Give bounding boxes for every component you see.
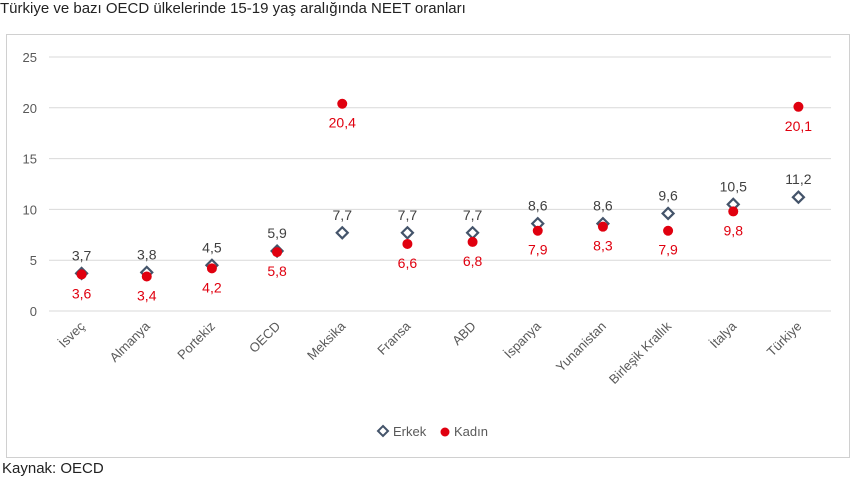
kadin-point <box>272 247 283 258</box>
kadin-point <box>467 236 478 247</box>
kadin-data-label: 20,1 <box>785 118 812 134</box>
erkek-data-label: 5,9 <box>267 225 287 241</box>
kadin-data-label: 3,4 <box>137 287 157 303</box>
erkek-point <box>335 225 350 240</box>
y-tick-label: 0 <box>30 304 37 319</box>
kadin-data-label: 6,6 <box>398 255 418 271</box>
x-tick-label: İsveç <box>56 318 88 350</box>
x-tick-label: Meksika <box>304 318 349 363</box>
kadin-data-label: 6,8 <box>463 253 483 269</box>
kadin-data-label: 4,2 <box>202 279 222 295</box>
x-tick-label: ABD <box>449 319 479 349</box>
erkek-point <box>400 225 415 240</box>
kadin-point <box>793 101 804 112</box>
kadin-point <box>597 221 608 232</box>
kadin-data-label: 20,4 <box>329 115 356 131</box>
kadin-point <box>337 98 348 109</box>
y-tick-label: 20 <box>23 101 37 116</box>
kadin-data-label: 8,3 <box>593 238 613 254</box>
x-tick-label: İspanya <box>501 318 544 361</box>
x-tick-label: OECD <box>246 319 283 356</box>
erkek-data-label: 4,5 <box>202 239 222 255</box>
erkek-data-label: 8,6 <box>528 198 548 214</box>
x-tick-label: Türkiye <box>764 319 805 360</box>
erkek-point <box>791 190 806 205</box>
erkek-point <box>661 206 676 221</box>
y-tick-label: 25 <box>23 50 37 65</box>
chart-title: Türkiye ve bazı OECD ülkelerinde 15-19 y… <box>0 0 466 17</box>
kadin-data-label: 7,9 <box>658 242 678 258</box>
x-tick-label: Yunanistan <box>553 319 609 375</box>
x-tick-label: İtalya <box>707 318 740 351</box>
erkek-data-label: 7,7 <box>463 207 483 223</box>
erkek-data-label: 10,5 <box>720 178 747 194</box>
erkek-data-label: 3,7 <box>72 247 92 263</box>
kadin-point <box>728 206 739 217</box>
kadin-point <box>76 269 87 280</box>
kadin-point <box>402 238 413 249</box>
kadin-data-label: 7,9 <box>528 242 548 258</box>
kadin-data-label: 9,8 <box>724 222 744 238</box>
kadin-data-label: 3,6 <box>72 285 92 301</box>
legend-kadin-marker <box>440 427 450 437</box>
y-tick-label: 10 <box>23 202 37 217</box>
kadin-point <box>532 225 543 236</box>
x-tick-label: Almanya <box>107 318 154 365</box>
legend-erkek-label: Erkek <box>393 424 427 439</box>
erkek-data-label: 9,6 <box>658 187 678 203</box>
x-tick-label: Birleşik Krallık <box>606 318 675 387</box>
kadin-point <box>141 271 152 282</box>
erkek-point <box>465 225 480 240</box>
legend: Erkek Kadın <box>376 424 488 439</box>
x-tick-label: Portekiz <box>174 319 218 363</box>
y-tick-label: 15 <box>23 152 37 167</box>
erkek-data-label: 7,7 <box>333 207 353 223</box>
kadin-data-label: 5,8 <box>267 263 287 279</box>
chart-frame: 0 5 10 15 20 25 İsveç Almanya Portekiz OECD Meksi… <box>6 34 850 458</box>
y-tick-label: 5 <box>30 253 37 268</box>
erkek-data-label: 8,6 <box>593 198 613 214</box>
erkek-data-label: 11,2 <box>785 171 811 187</box>
source-note: Kaynak: OECD <box>2 460 104 477</box>
erkek-data-label: 3,8 <box>137 246 157 262</box>
erkek-data-label: 7,7 <box>398 207 418 223</box>
legend-erkek-marker <box>376 424 390 438</box>
kadin-point <box>206 263 217 274</box>
kadin-point <box>663 225 674 236</box>
neet-chart: 0 5 10 15 20 25 İsveç Almanya Portekiz OECD Meksi… <box>23 50 831 439</box>
legend-kadin-label: Kadın <box>454 424 488 439</box>
x-tick-label: Fransa <box>374 318 414 358</box>
